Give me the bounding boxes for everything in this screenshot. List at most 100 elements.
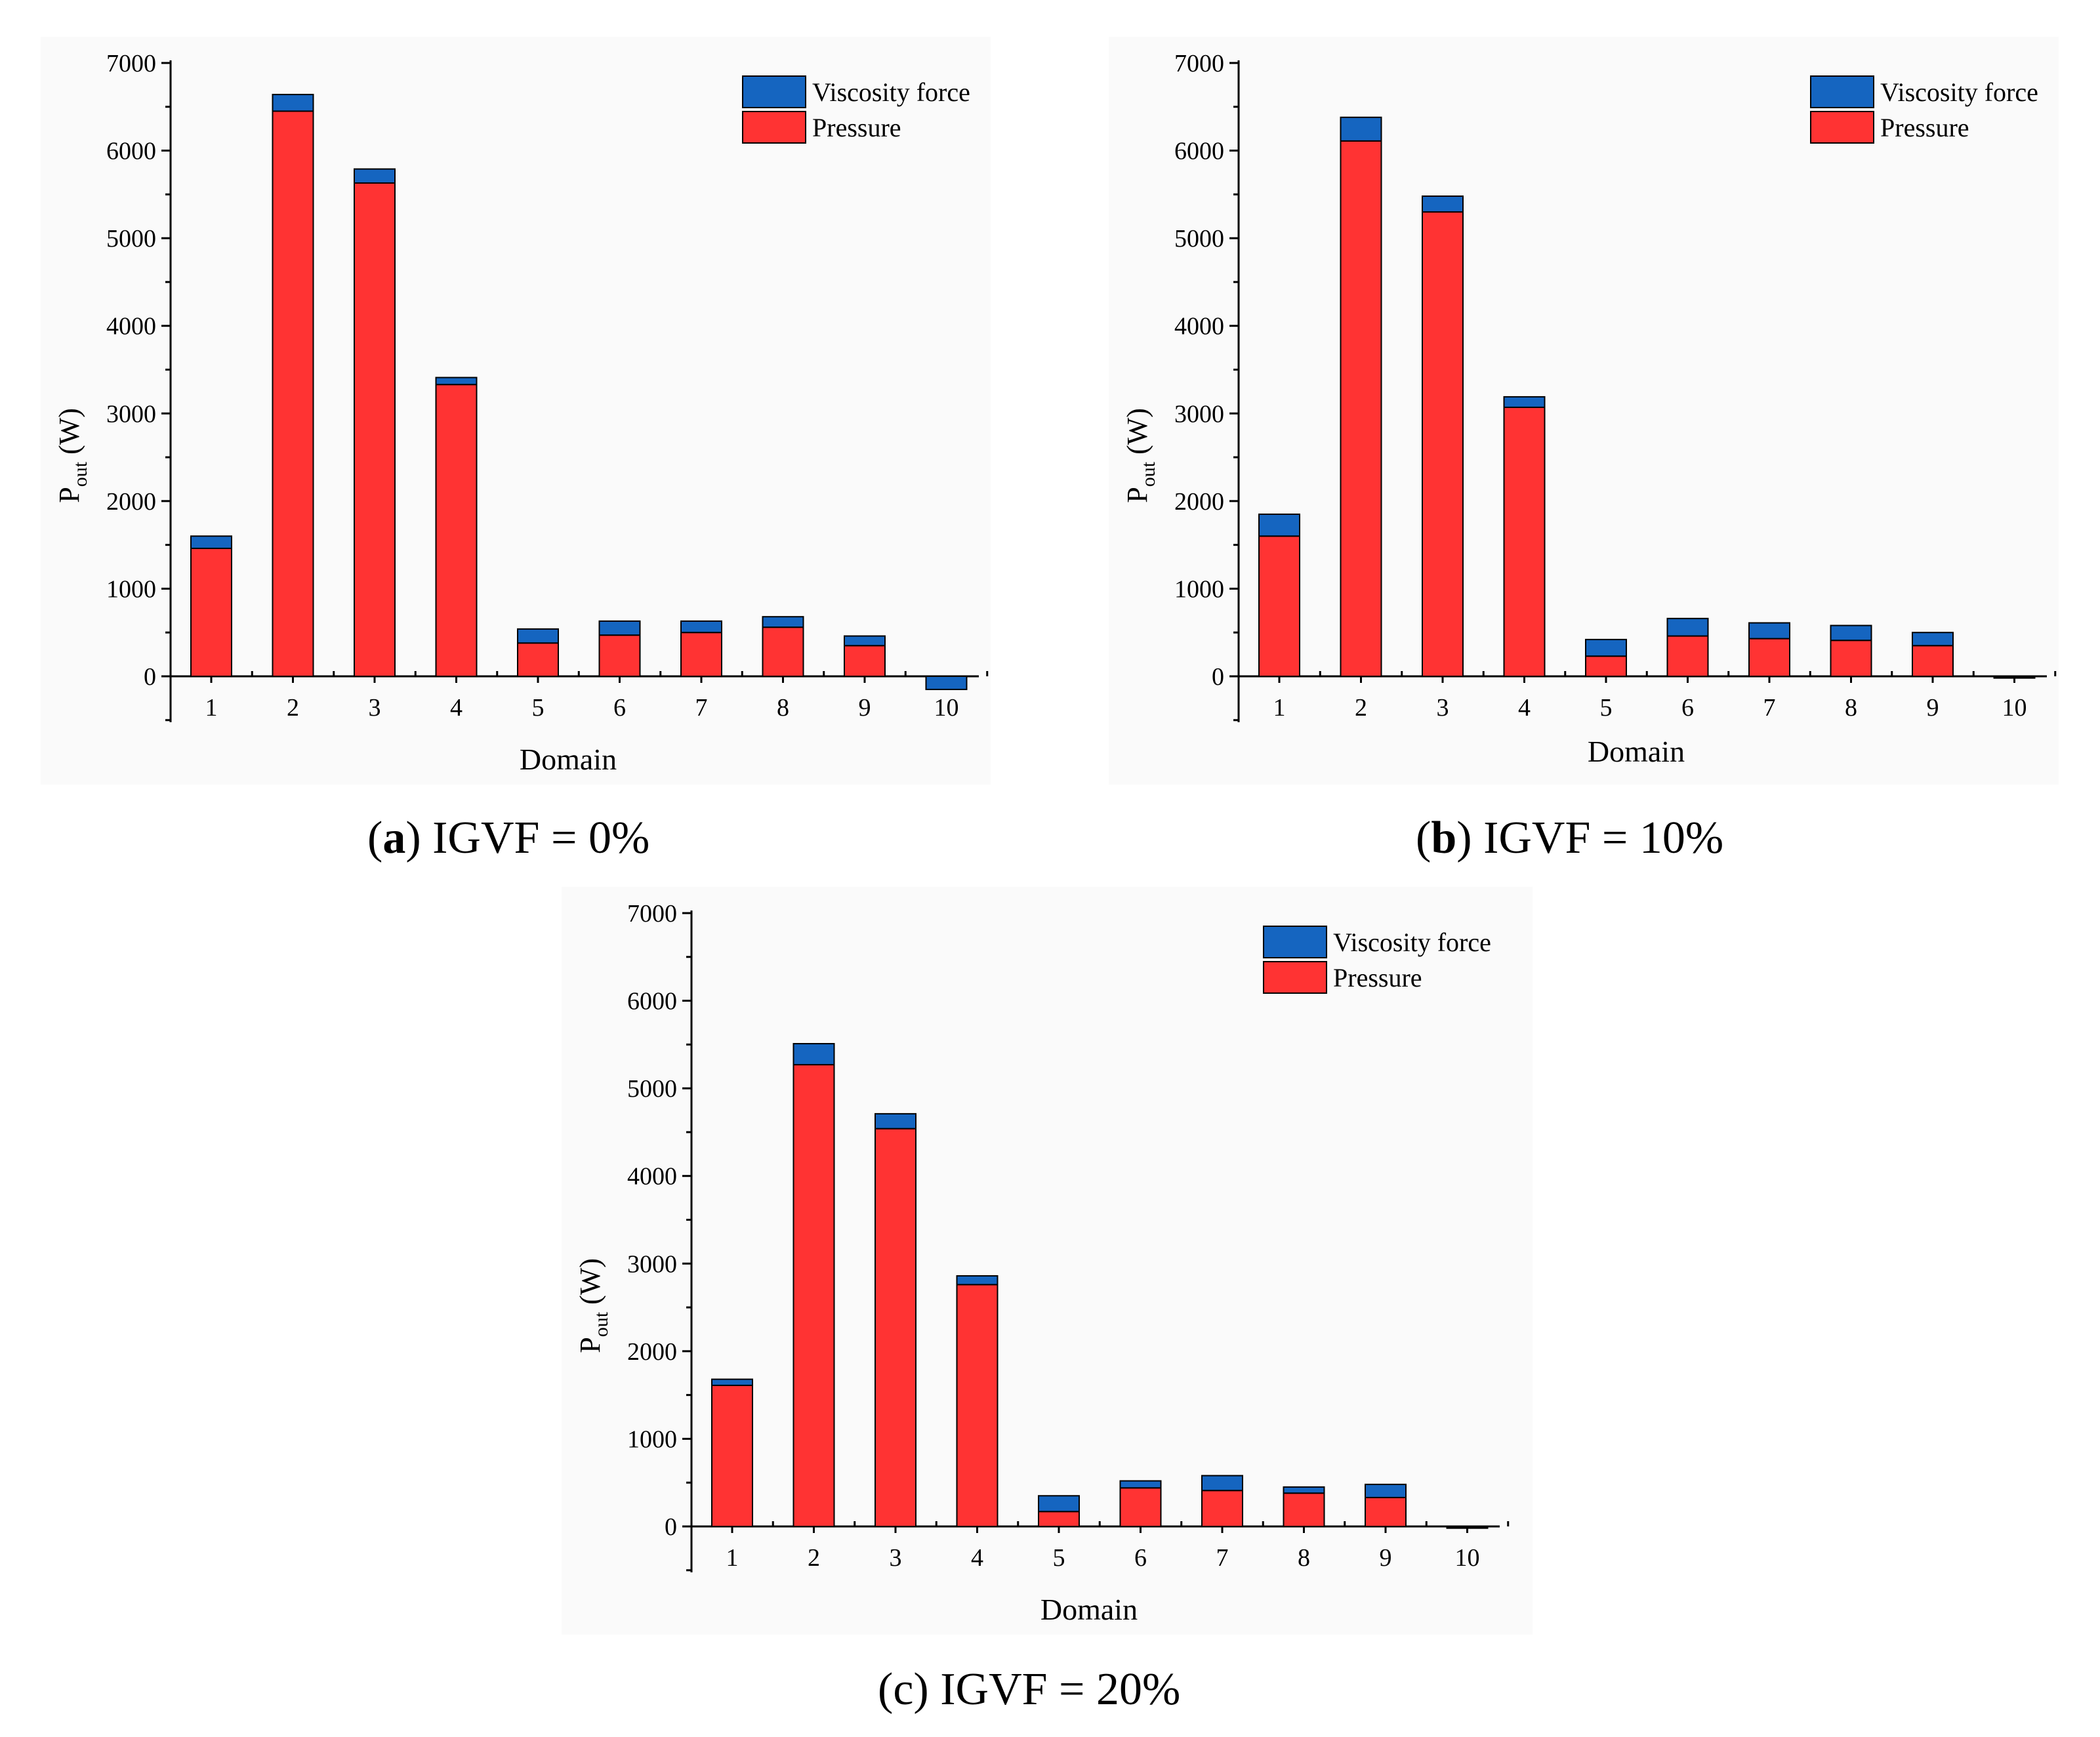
x-tick-label: 7 <box>695 694 708 722</box>
x-tick-label: 10 <box>1455 1544 1480 1572</box>
chart-panel-c: 0 1000 2000 3000 4000 5000 6000 7000 Pout (W) 1 2 3… <box>562 887 1533 1635</box>
x-tick-label: 9 <box>1380 1544 1392 1572</box>
y-tick-label: 3000 <box>1174 400 1224 428</box>
y-tick-label: 6000 <box>627 988 677 1015</box>
chart-panel-b: 0 1000 2000 3000 4000 5000 6000 7000 Pout (W) 1 2 3… <box>1109 37 2059 785</box>
x-tick-label: 8 <box>1298 1544 1310 1572</box>
pressure-bar <box>1201 1490 1243 1528</box>
viscosity-bar <box>1830 624 1872 642</box>
pressure-bar <box>1258 535 1300 677</box>
x-tick-label: 1 <box>726 1544 739 1572</box>
y-tick-label: 7000 <box>106 50 156 77</box>
legend-swatch-viscosity <box>742 75 806 108</box>
viscosity-bar <box>711 1378 753 1386</box>
x-tick-label: 6 <box>1134 1544 1147 1572</box>
viscosity-bar <box>1422 195 1464 213</box>
viscosity-bar <box>1340 116 1382 142</box>
viscosity-bar <box>1119 1480 1162 1489</box>
x-tick-label: 3 <box>890 1544 902 1572</box>
caption-a: (a) IGVF = 0% <box>367 813 650 863</box>
y-tick-label: 5000 <box>1174 225 1224 253</box>
legend-label-viscosity: Viscosity force <box>1333 928 1491 957</box>
pressure-bar <box>875 1128 916 1528</box>
caption-a-label: a <box>382 813 406 863</box>
viscosity-bar <box>1283 1486 1325 1494</box>
y-tick-label: 2000 <box>1174 488 1224 516</box>
pressure-bar <box>598 634 641 678</box>
pressure-bar <box>435 384 478 677</box>
pressure-bar <box>1340 140 1382 677</box>
y-axis-label-main: P <box>53 487 85 502</box>
x-tick-label: 2 <box>808 1544 820 1572</box>
y-tick-label: 0 <box>665 1513 677 1541</box>
viscosity-bar <box>1365 1483 1407 1498</box>
y-tick-label: 2000 <box>627 1338 677 1366</box>
legend-swatch-pressure <box>1263 961 1327 994</box>
pressure-bar <box>1666 635 1709 677</box>
x-tick-label: 3 <box>369 694 381 722</box>
x-axis-label: Domain <box>520 743 617 776</box>
viscosity-bar <box>1585 638 1627 657</box>
viscosity-bar <box>762 616 804 628</box>
legend-swatch-viscosity <box>1263 926 1327 958</box>
viscosity-bar <box>517 628 559 644</box>
y-axis-label-main: P <box>574 1337 606 1353</box>
viscosity-bar <box>844 635 886 647</box>
pressure-bar <box>1912 645 1954 677</box>
pressure-bar <box>1038 1511 1080 1527</box>
caption-b-label: b <box>1431 813 1457 863</box>
pressure-bar <box>1283 1492 1325 1527</box>
pressure-bar <box>272 110 314 677</box>
viscosity-bar <box>793 1043 835 1066</box>
legend-label-viscosity: Viscosity force <box>1880 77 2038 107</box>
viscosity-bar <box>925 676 968 691</box>
pressure-bar <box>1830 640 1872 678</box>
chart-c: 0 1000 2000 3000 4000 5000 6000 7000 Pout (W) 1 2 3… <box>574 900 1510 1626</box>
pressure-bar <box>354 182 396 677</box>
legend-label-pressure: Pressure <box>1333 963 1422 992</box>
legend-swatch-pressure <box>742 111 806 144</box>
viscosity-bar <box>1912 632 1954 647</box>
x-tick-label: 10 <box>934 694 959 722</box>
y-tick-label: 3000 <box>627 1250 677 1278</box>
viscosity-bar <box>1666 617 1709 637</box>
y-tick-label: 1000 <box>106 575 156 603</box>
pressure-bar <box>1503 406 1546 678</box>
viscosity-bar <box>1446 1526 1489 1529</box>
x-tick-label: 9 <box>1927 694 1939 722</box>
caption-a-text: IGVF = 0% <box>432 813 650 863</box>
pressure-bar <box>1422 211 1464 678</box>
caption-b-text: IGVF = 10% <box>1483 813 1724 863</box>
viscosity-bar <box>1201 1475 1243 1492</box>
legend-label-pressure: Pressure <box>1880 113 1969 142</box>
x-tick-label: 4 <box>450 694 463 722</box>
pressure-bar <box>190 547 232 677</box>
pressure-bar <box>793 1064 835 1528</box>
y-axis-label-unit: (W) <box>1121 408 1153 462</box>
x-tick-label: 10 <box>2002 694 2027 722</box>
y-tick-label: 0 <box>144 663 156 691</box>
legend-swatch-pressure <box>1810 111 1874 144</box>
y-axis-label: Pout (W) <box>53 408 91 503</box>
x-tick-label: 1 <box>1273 694 1286 722</box>
y-tick-label: 3000 <box>106 400 156 428</box>
x-tick-label: 4 <box>1518 694 1531 722</box>
y-tick-label: 2000 <box>106 488 156 516</box>
viscosity-bar <box>272 94 314 112</box>
pressure-bar <box>680 632 722 678</box>
y-axis-label: Pout (W) <box>1121 408 1159 503</box>
pressure-bar <box>762 626 804 678</box>
x-tick-label: 6 <box>613 694 626 722</box>
x-tick-label: 8 <box>1845 694 1857 722</box>
y-tick-label: 7000 <box>1174 50 1224 77</box>
pressure-bar <box>517 642 559 677</box>
pressure-bar <box>844 645 886 677</box>
y-axis-label-unit: (W) <box>53 408 85 462</box>
viscosity-bar <box>435 377 478 386</box>
viscosity-bar <box>875 1113 916 1130</box>
viscosity-bar <box>1038 1495 1080 1513</box>
viscosity-bar <box>190 535 232 549</box>
pressure-bar <box>1119 1487 1162 1528</box>
pressure-bar <box>956 1284 999 1527</box>
y-axis-label-sub: out <box>70 461 91 487</box>
